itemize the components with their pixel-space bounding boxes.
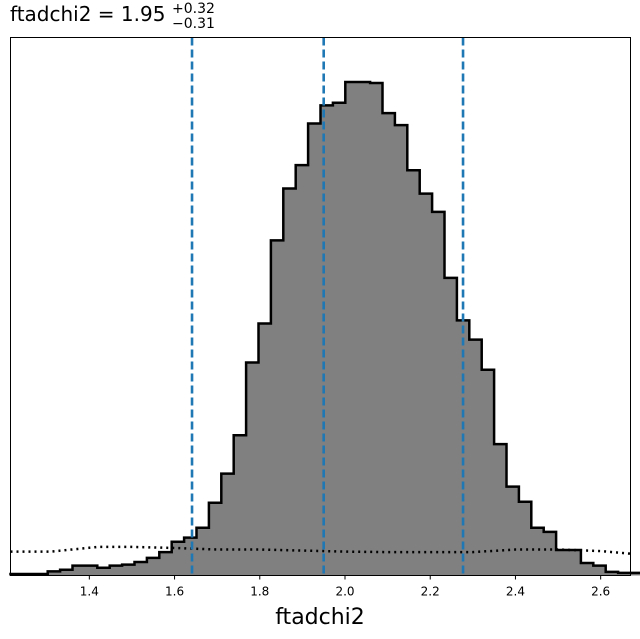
title-value: 1.95 [121,2,166,26]
histogram-bar [146,557,160,576]
histogram-bar [84,565,98,576]
histogram-bar [481,369,495,576]
histogram-bar [109,565,123,576]
x-tick-label: 2.4 [506,585,525,599]
x-axis-ticks: 1.4 1.6 1.8 2.0 2.2 2.4 2.6 [80,575,610,599]
histogram-bar [580,563,594,576]
histogram-bar [134,561,148,576]
quantile-lines [190,37,465,576]
histogram-bar [494,444,507,576]
title-upper-error: +0.32 [172,1,215,17]
histogram-bar [593,565,607,576]
histogram-bar [506,486,520,576]
chart-title: ftadchi2 = 1.95 [10,2,165,26]
histogram-bar [97,567,111,576]
histogram-bar [295,165,309,576]
x-tick-label: 2.2 [421,585,440,599]
x-tick-label: 1.4 [80,585,99,599]
title-parameter: ftadchi2 [10,2,91,26]
x-tick-label: 2.0 [335,585,354,599]
histogram-bar [556,550,569,576]
histogram-bar [394,125,408,576]
x-tick-label: 1.6 [165,585,184,599]
histogram-bar [332,102,346,576]
histogram-bar [432,211,445,576]
histogram-bar [246,362,259,576]
histogram-bar [444,277,458,576]
histogram-bar [258,323,272,576]
histogram-bar [122,564,135,576]
x-tick-label: 2.6 [591,585,610,599]
histogram-bar [184,537,197,576]
histogram-bar [208,502,222,576]
histogram-bar [630,572,640,576]
x-tick-label: 1.8 [250,585,269,599]
histogram-bar [531,527,545,576]
histogram-bar [308,123,321,576]
prior-curve [10,545,631,555]
histogram-bar [419,193,433,576]
x-axis-label: ftadchi2 [275,605,365,630]
histogram-bar [357,81,371,576]
histogram-bar [270,240,284,576]
histogram-bar [283,188,297,576]
plot-frame [10,37,631,576]
histogram-bar [196,527,210,576]
histogram-bar [407,170,421,576]
histogram-bar [543,531,557,576]
histogram-bar [345,81,359,576]
histogram-bar [370,83,383,576]
histogram-bar [47,571,61,576]
histogram-bar [159,552,173,576]
histogram-bar [171,541,185,576]
histogram-outline [9,80,640,576]
histogram-bar [469,339,483,576]
histogram-bar [605,571,619,576]
histogram-bar [221,473,235,576]
title-lower-error: −0.31 [172,16,215,32]
histogram-bar [233,435,247,576]
histogram-bar [618,572,631,576]
histogram-bars [10,81,640,576]
histogram-bar [382,113,396,576]
histogram-bar [72,565,86,576]
histogram-bar [60,569,73,576]
title-equals: = [91,2,120,26]
histogram-bar [518,501,532,576]
histogram-bar [568,550,582,576]
